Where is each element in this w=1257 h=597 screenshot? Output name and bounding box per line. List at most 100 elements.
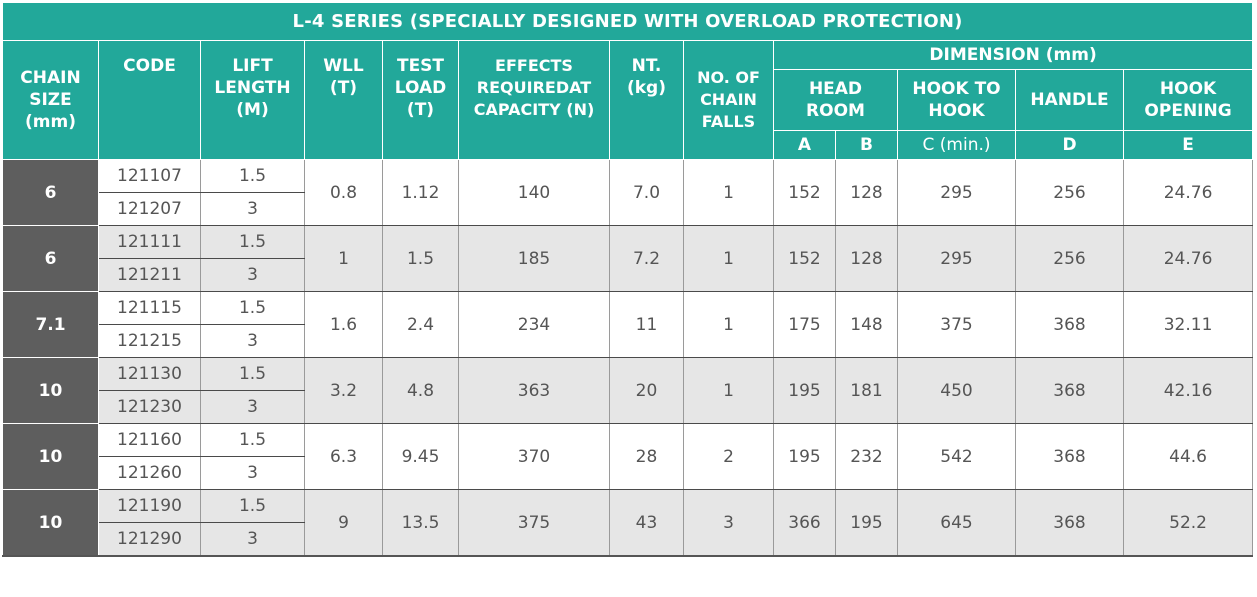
header-head-room-l2: ROOM xyxy=(806,101,865,121)
dim-e-cell: 24.76 xyxy=(1122,225,1254,292)
header-hook-opening-l1: HOOK xyxy=(1159,79,1217,99)
chain-size-cell: 10 xyxy=(2,489,99,557)
dim-e-cell: 52.2 xyxy=(1122,489,1254,557)
effects-cell: 375 xyxy=(458,489,610,557)
dim-e-cell: 42.16 xyxy=(1122,357,1254,424)
lift-length-cell: 1.5 xyxy=(200,291,305,325)
header-head-room: HEAD ROOM xyxy=(773,69,898,131)
nt-cell: 43 xyxy=(609,489,684,557)
dim-e-cell: 32.11 xyxy=(1122,291,1254,358)
falls-cell: 1 xyxy=(683,357,774,424)
dim-e-cell: 44.6 xyxy=(1122,423,1254,490)
dim-a-cell: 195 xyxy=(773,357,836,424)
table-body: 6 121107 1.5 0.8 1.12 140 7.0 1 152 128 295 256 24.7… xyxy=(2,159,1254,557)
header-test-load: TEST LOAD (T) xyxy=(382,40,459,160)
dim-c-cell: 542 xyxy=(897,423,1016,490)
code-cell: 121230 xyxy=(98,390,201,424)
dim-b-cell: 232 xyxy=(835,423,898,490)
header-hook-to-hook-l2: HOOK xyxy=(928,101,985,121)
lift-length-cell: 3 xyxy=(200,522,305,557)
test-load-cell: 4.8 xyxy=(382,357,459,424)
header-test-load-l1: TEST xyxy=(396,56,445,76)
dim-c-cell: 645 xyxy=(897,489,1016,557)
table-row: 6 121107 1.5 0.8 1.12 140 7.0 1 152 128 295 256 24.7… xyxy=(2,159,1254,226)
dim-d-cell: 368 xyxy=(1015,357,1124,424)
falls-cell: 2 xyxy=(683,423,774,490)
lift-length-cell: 1.5 xyxy=(200,159,305,193)
falls-cell: 1 xyxy=(683,225,774,292)
header-lift-length-l3: (M) xyxy=(236,100,269,120)
dim-d-cell: 368 xyxy=(1015,489,1124,557)
lift-length-cell: 3 xyxy=(200,324,305,358)
dim-b-cell: 128 xyxy=(835,225,898,292)
falls-cell: 1 xyxy=(683,291,774,358)
table-row: 121211 3 xyxy=(3,258,1253,292)
lift-length-cell: 1.5 xyxy=(200,357,305,391)
header-hook-to-hook-l1: HOOK TO xyxy=(912,79,1001,99)
header-chain-size-l1: CHAIN xyxy=(20,68,81,88)
table-row: 6 121111 1.5 1 1.5 185 7.2 1 152 128 295 256 24.76 xyxy=(2,225,1254,292)
header-nt-l2: (kg) xyxy=(626,78,666,98)
dim-d-cell: 256 xyxy=(1015,225,1124,292)
test-load-cell: 2.4 xyxy=(382,291,459,358)
test-load-cell: 9.45 xyxy=(382,423,459,490)
header-lift-length: LIFT LENGTH (M) xyxy=(200,40,305,160)
table-row: 121215 3 xyxy=(3,324,1253,358)
lift-length-cell: 3 xyxy=(200,258,305,292)
spec-table-container: L-4 SERIES (SPECIALLY DESIGNED WITH OVER… xyxy=(1,2,1254,557)
lift-length-cell: 1.5 xyxy=(200,225,305,259)
table-row: 7.1 121115 1.5 1.6 2.4 234 11 1 175 148 375 368 32.1… xyxy=(2,291,1254,358)
nt-cell: 28 xyxy=(609,423,684,490)
wll-cell: 3.2 xyxy=(304,357,383,424)
dim-a-cell: 152 xyxy=(773,225,836,292)
dim-c-cell: 375 xyxy=(897,291,1016,358)
header-lift-length-l2: LENGTH xyxy=(214,78,291,98)
effects-cell: 234 xyxy=(458,291,610,358)
lift-length-cell: 3 xyxy=(200,390,305,424)
header-hook-to-hook: HOOK TO HOOK xyxy=(897,69,1016,131)
dim-e-cell: 24.76 xyxy=(1122,159,1254,226)
header-wll-l2: (T) xyxy=(329,78,358,98)
chain-size-cell: 6 xyxy=(2,225,99,292)
header-effects-l2: REQUIREDAT xyxy=(476,78,592,97)
header-code: CODE xyxy=(98,40,201,160)
code-cell: 121160 xyxy=(98,423,201,457)
header-hook-opening: HOOK OPENING xyxy=(1122,69,1254,131)
dim-d-cell: 256 xyxy=(1015,159,1124,226)
code-cell: 121211 xyxy=(98,258,201,292)
lift-length-cell: 1.5 xyxy=(200,489,305,523)
dim-a-cell: 366 xyxy=(773,489,836,557)
falls-cell: 3 xyxy=(683,489,774,557)
table-row: 121230 3 xyxy=(3,390,1253,424)
chain-size-cell: 10 xyxy=(2,357,99,424)
test-load-cell: 13.5 xyxy=(382,489,459,557)
dim-d-cell: 368 xyxy=(1015,423,1124,490)
header-sub-c: C (min.) xyxy=(897,130,1016,160)
chain-size-cell: 7.1 xyxy=(2,291,99,358)
lift-length-cell: 1.5 xyxy=(200,423,305,457)
effects-cell: 185 xyxy=(458,225,610,292)
header-lift-length-l1: LIFT xyxy=(232,56,273,76)
wll-cell: 6.3 xyxy=(304,423,383,490)
test-load-cell: 1.12 xyxy=(382,159,459,226)
lift-length-cell: 3 xyxy=(200,192,305,226)
header-sub-e: E xyxy=(1122,130,1254,160)
dim-b-cell: 181 xyxy=(835,357,898,424)
header-nt-l1: NT. xyxy=(631,56,662,76)
header-head-room-l1: HEAD xyxy=(808,79,863,99)
header-hook-opening-l2: OPENING xyxy=(1144,101,1232,121)
wll-cell: 1.6 xyxy=(304,291,383,358)
dim-c-cell: 450 xyxy=(897,357,1016,424)
dim-a-cell: 175 xyxy=(773,291,836,358)
nt-cell: 7.2 xyxy=(609,225,684,292)
header-falls-l2: CHAIN xyxy=(700,90,757,109)
code-cell: 121260 xyxy=(98,456,201,490)
dim-b-cell: 195 xyxy=(835,489,898,557)
header-chain-size-l2: SIZE xyxy=(29,90,72,110)
dim-d-cell: 368 xyxy=(1015,291,1124,358)
code-cell: 121215 xyxy=(98,324,201,358)
header-effects-l1: EFFECTS xyxy=(495,56,573,75)
table-row: 10 121190 1.5 9 13.5 375 43 3 366 195 645 368 52.2 xyxy=(2,489,1254,557)
header-nt: NT. (kg) xyxy=(609,40,684,160)
nt-cell: 7.0 xyxy=(609,159,684,226)
